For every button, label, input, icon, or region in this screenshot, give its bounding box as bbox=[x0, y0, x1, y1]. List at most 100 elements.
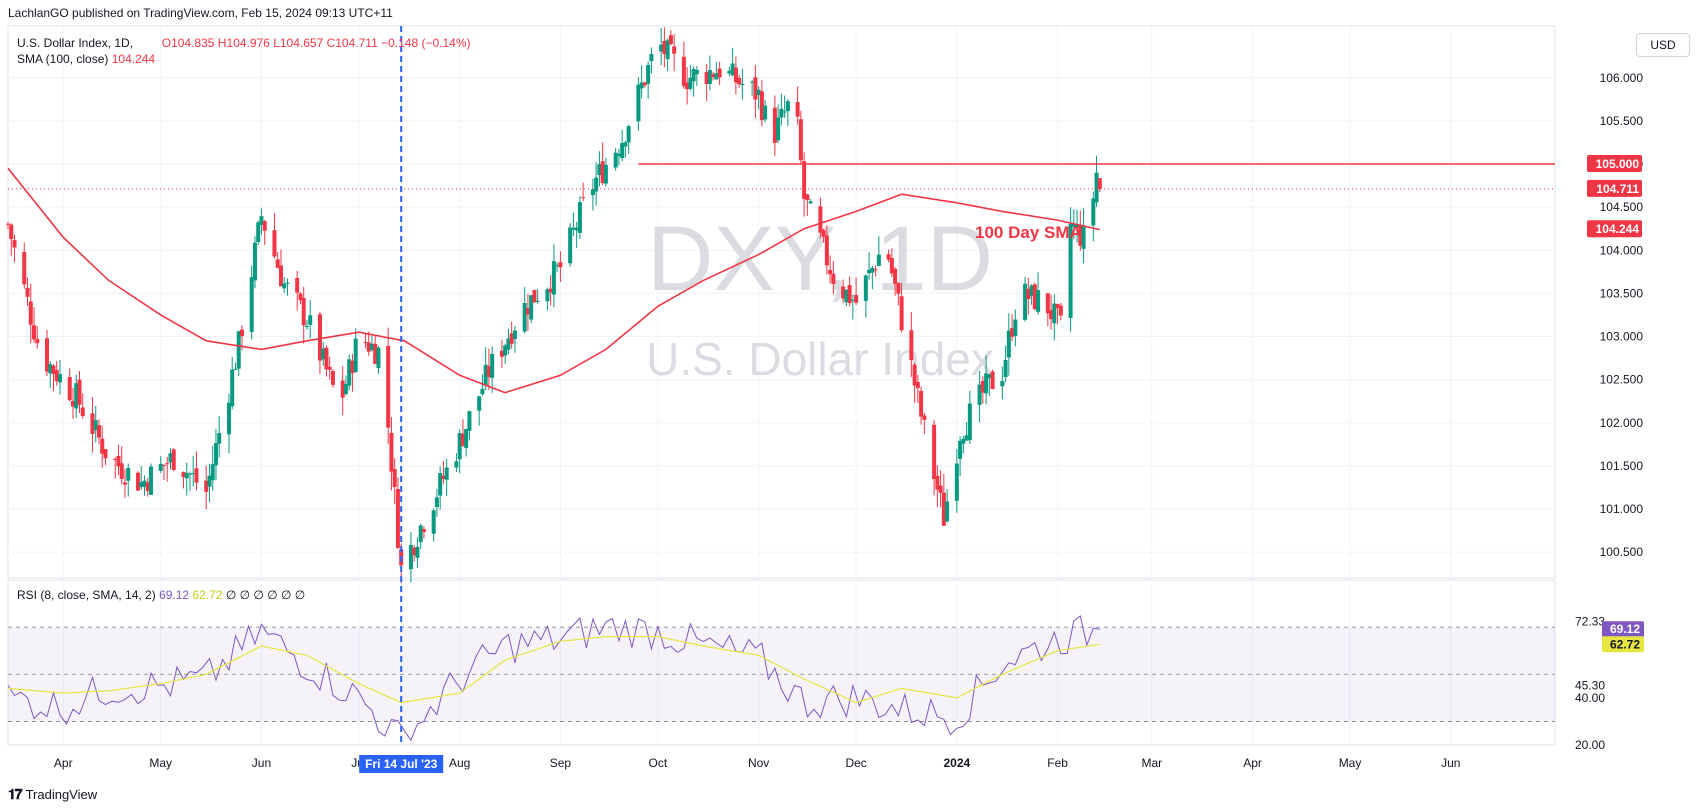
candle-body[interactable] bbox=[483, 364, 488, 386]
candle-body[interactable] bbox=[386, 345, 391, 428]
legend-sma-label[interactable]: SMA (100, close) bbox=[17, 52, 109, 66]
candle-body[interactable] bbox=[779, 108, 784, 118]
candle-body[interactable] bbox=[685, 82, 690, 90]
candle-body[interactable] bbox=[353, 338, 358, 372]
candle-body[interactable] bbox=[168, 453, 173, 463]
candle-body[interactable] bbox=[841, 286, 846, 299]
candle-body[interactable] bbox=[717, 68, 722, 78]
candle-body[interactable] bbox=[737, 77, 742, 85]
candle-body[interactable] bbox=[9, 224, 14, 240]
candle-body[interactable] bbox=[691, 68, 696, 82]
candle-body[interactable] bbox=[434, 497, 439, 508]
candle-body[interactable] bbox=[893, 268, 898, 284]
candle-body[interactable] bbox=[103, 449, 108, 459]
rsi-label[interactable]: RSI (8, close, SMA, 14, 2) bbox=[17, 588, 156, 602]
candle-body[interactable] bbox=[161, 464, 166, 466]
candle-body[interactable] bbox=[870, 267, 875, 273]
candle-body[interactable] bbox=[477, 396, 482, 411]
candle-body[interactable] bbox=[486, 365, 491, 377]
candle-body[interactable] bbox=[80, 407, 85, 417]
candle-body[interactable] bbox=[93, 420, 98, 431]
candle-body[interactable] bbox=[158, 463, 163, 471]
candle-body[interactable] bbox=[512, 330, 517, 340]
candle-body[interactable] bbox=[480, 388, 485, 395]
candle-body[interactable] bbox=[503, 345, 508, 356]
candle-body[interactable] bbox=[28, 301, 33, 325]
candle-body[interactable] bbox=[301, 297, 306, 326]
candle-body[interactable] bbox=[659, 44, 664, 52]
candle-body[interactable] bbox=[649, 54, 654, 62]
candle-body[interactable] bbox=[571, 227, 576, 230]
candle-body[interactable] bbox=[239, 329, 244, 337]
candle-body[interactable] bbox=[317, 314, 322, 361]
candle-body[interactable] bbox=[854, 294, 859, 303]
candle-body[interactable] bbox=[285, 282, 290, 284]
candle-body[interactable] bbox=[961, 438, 966, 444]
candle-body[interactable] bbox=[230, 369, 235, 407]
candle-body[interactable] bbox=[831, 273, 836, 284]
candle-body[interactable] bbox=[262, 221, 267, 231]
candle-body[interactable] bbox=[600, 161, 605, 183]
candle-body[interactable] bbox=[272, 230, 277, 257]
tradingview-logo[interactable]: 𝟏𝟕 TradingView bbox=[8, 786, 97, 803]
candle-body[interactable] bbox=[236, 331, 241, 369]
candle-body[interactable] bbox=[915, 382, 920, 389]
candle-body[interactable] bbox=[977, 384, 982, 405]
candle-body[interactable] bbox=[369, 343, 374, 350]
candle-body[interactable] bbox=[347, 359, 352, 386]
candle-body[interactable] bbox=[714, 73, 719, 80]
candle-body[interactable] bbox=[740, 83, 745, 86]
candle-body[interactable] bbox=[389, 432, 394, 472]
candle-body[interactable] bbox=[100, 438, 105, 454]
candle-body[interactable] bbox=[1052, 303, 1057, 324]
candle-body[interactable] bbox=[1075, 224, 1080, 228]
candle-body[interactable] bbox=[207, 475, 212, 487]
candle-body[interactable] bbox=[616, 153, 621, 157]
candle-body[interactable] bbox=[750, 81, 755, 83]
candle-body[interactable] bbox=[613, 152, 618, 168]
candle-body[interactable] bbox=[395, 488, 400, 548]
candle-body[interactable] bbox=[74, 383, 79, 409]
sma-100-line[interactable] bbox=[7, 167, 1100, 394]
candle-body[interactable] bbox=[308, 315, 313, 325]
candle-body[interactable] bbox=[730, 63, 735, 76]
candle-body[interactable] bbox=[418, 525, 423, 543]
candle-body[interactable] bbox=[77, 379, 82, 405]
candle-body[interactable] bbox=[967, 403, 972, 441]
candle-body[interactable] bbox=[805, 194, 810, 201]
candle-body[interactable] bbox=[194, 468, 199, 483]
candle-body[interactable] bbox=[467, 411, 472, 431]
candle-body[interactable] bbox=[408, 544, 413, 570]
candle-body[interactable] bbox=[22, 251, 27, 285]
candle-body[interactable] bbox=[454, 461, 459, 468]
candle-body[interactable] bbox=[252, 242, 257, 281]
candle-body[interactable] bbox=[980, 381, 985, 393]
candle-body[interactable] bbox=[867, 269, 872, 274]
candle-body[interactable] bbox=[392, 469, 397, 487]
candle-body[interactable] bbox=[126, 467, 131, 481]
candle-body[interactable] bbox=[165, 463, 170, 465]
candle-body[interactable] bbox=[226, 402, 231, 435]
candle-body[interactable] bbox=[990, 371, 995, 389]
candle-body[interactable] bbox=[753, 77, 758, 100]
candle-body[interactable] bbox=[863, 275, 868, 301]
price-pane[interactable] bbox=[7, 25, 1556, 579]
candle-body[interactable] bbox=[366, 342, 371, 352]
rsi-ma-line[interactable] bbox=[7, 636, 1100, 704]
candle-body[interactable] bbox=[460, 433, 465, 446]
candle-body[interactable] bbox=[642, 82, 647, 86]
candle-body[interactable] bbox=[139, 482, 144, 488]
candle-body[interactable] bbox=[808, 201, 813, 204]
candle-body[interactable] bbox=[551, 261, 556, 295]
candle-body[interactable] bbox=[184, 472, 189, 479]
candle-body[interactable] bbox=[321, 348, 326, 360]
candle-body[interactable] bbox=[249, 277, 254, 332]
candle-body[interactable] bbox=[181, 472, 186, 478]
candle-body[interactable] bbox=[672, 46, 677, 54]
candle-body[interactable] bbox=[298, 293, 303, 301]
candle-body[interactable] bbox=[373, 343, 378, 364]
candle-body[interactable] bbox=[889, 258, 894, 274]
candle-body[interactable] bbox=[984, 373, 989, 394]
candle-body[interactable] bbox=[782, 111, 787, 113]
candle-body[interactable] bbox=[6, 223, 10, 225]
